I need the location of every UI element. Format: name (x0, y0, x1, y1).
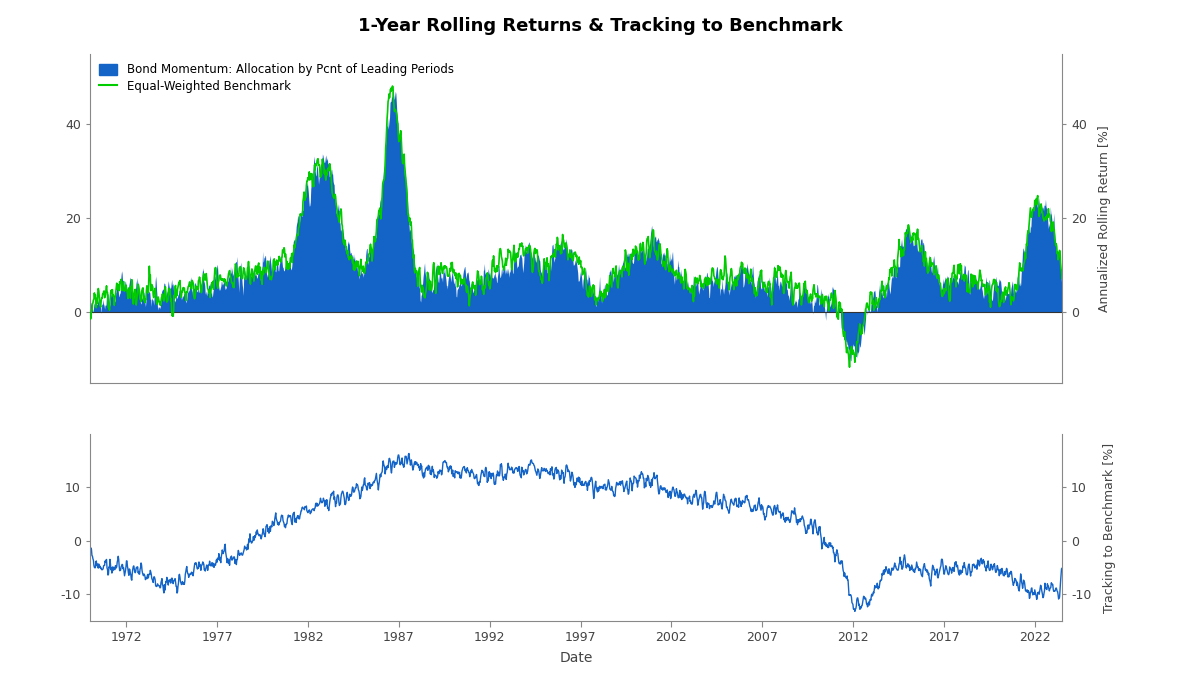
Legend: Bond Momentum: Allocation by Pcnt of Leading Periods, Equal-Weighted Benchmark: Bond Momentum: Allocation by Pcnt of Lea… (96, 60, 457, 97)
X-axis label: Date: Date (559, 651, 593, 666)
Y-axis label: Tracking to Benchmark [%]: Tracking to Benchmark [%] (1103, 442, 1116, 612)
Y-axis label: Annualized Rolling Return [%]: Annualized Rolling Return [%] (1098, 125, 1111, 312)
Text: 1-Year Rolling Returns & Tracking to Benchmark: 1-Year Rolling Returns & Tracking to Ben… (358, 17, 842, 35)
